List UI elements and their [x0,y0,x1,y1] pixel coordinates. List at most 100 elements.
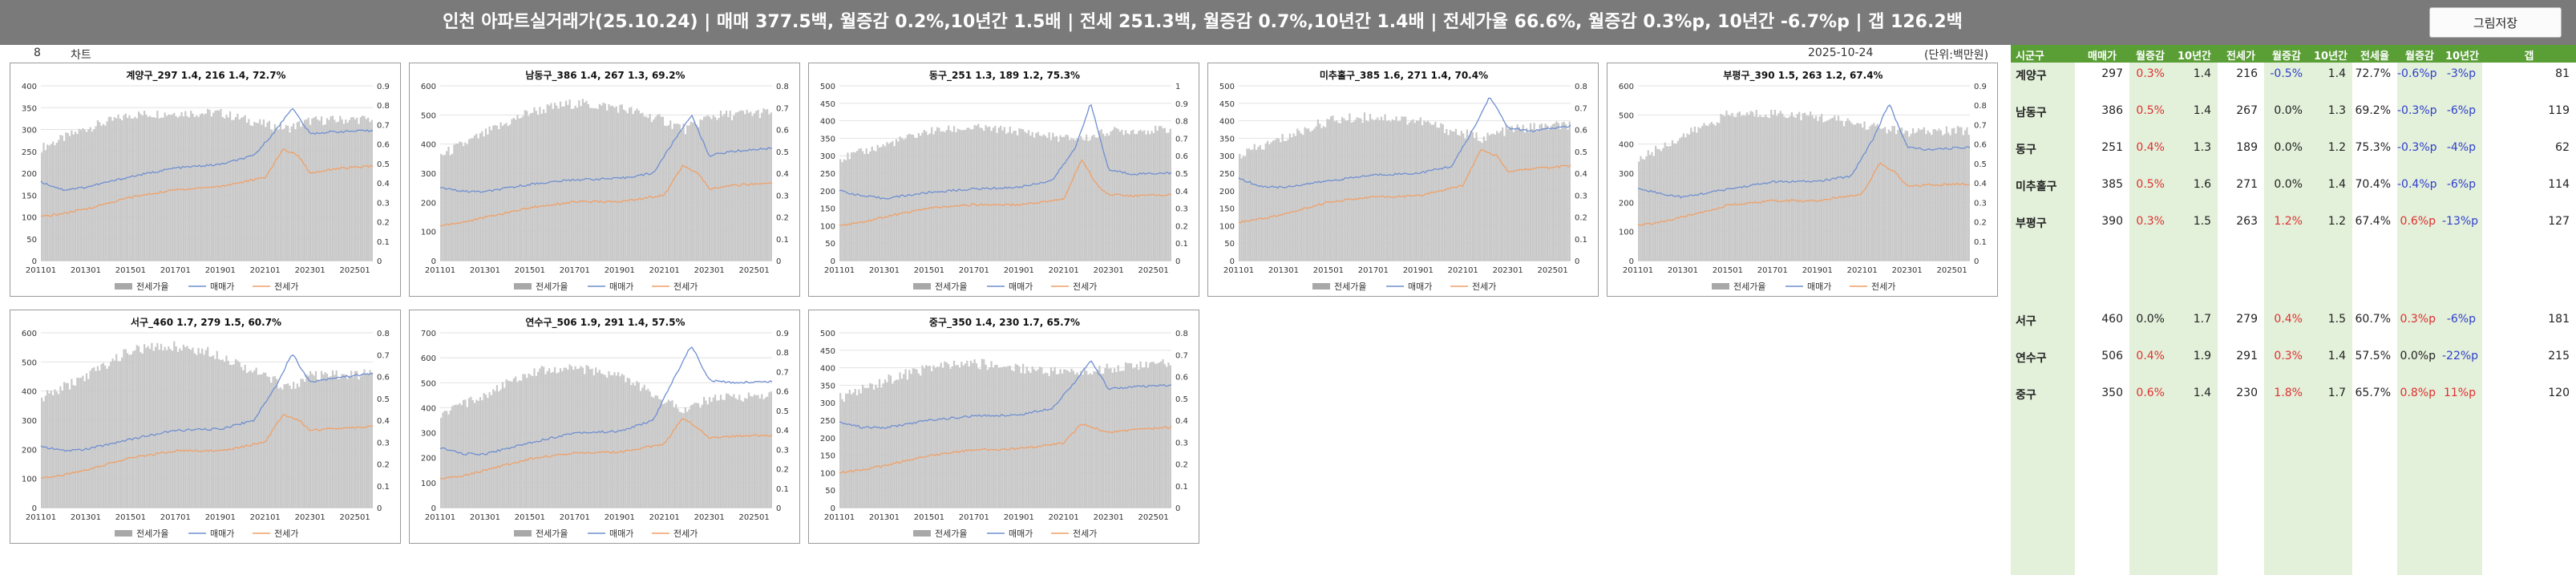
ratio-bar [526,378,528,508]
y2-tick-label: 0.4 [1175,417,1188,426]
ratio-bar [1863,121,1866,261]
ratio-bar [552,108,554,261]
ratio-bar [1041,366,1043,508]
ratio-bar [1966,127,1968,261]
ratio-bar [488,392,491,508]
y2-tick-label: 0.3 [776,192,789,200]
table-column-bg [2442,63,2482,575]
ratio-bar [757,395,759,508]
ratio-bar [914,137,916,261]
ratio-bar [1899,128,1901,261]
ratio-bar [1330,115,1332,261]
y2-tick-label: 0.7 [377,351,390,360]
ratio-bar [1402,116,1405,261]
ratio-bar [889,375,892,508]
x-tick-label: 201501 [914,266,944,275]
ratio-bar [93,129,95,261]
ratio-bar [111,120,114,261]
ratio-bar [207,108,209,261]
y-tick-label: 400 [820,118,835,127]
ratio-bar [74,385,77,508]
table-cell: 62 [2555,141,2570,154]
ratio-bar [951,366,953,508]
ratio-bar [1759,115,1761,261]
ratio-bar [449,410,451,508]
ratio-bar [1533,123,1535,261]
ratio-bar [352,116,354,261]
ratio-bar [1128,134,1130,261]
ratio-bar [681,130,683,261]
table-row: 동구 251 0.4% 1.3 189 0.0% 1.2 75.3% -0.3%p -4%p 62 [2011,141,2576,157]
ratio-bar [54,145,56,261]
ratio-bar [1134,134,1136,261]
ratio-bar [124,349,127,508]
ratio-bar [1166,366,1168,508]
ratio-bar [855,395,859,508]
ratio-bar [1110,368,1112,508]
ratio-bar [865,148,867,261]
y2-tick-label: 0.6 [1175,374,1188,383]
x-tick-label: 201701 [1757,266,1788,275]
ratio-bar [154,118,157,261]
save-image-button[interactable]: 그림저장 [2429,7,2562,38]
y2-tick-label: 0.1 [377,238,390,247]
ratio-bar [68,136,71,261]
chart-title: 부평구_390 1.5, 263 1.2, 67.4% [1723,70,1882,82]
ratio-bar [228,111,232,261]
table-cell: -13%p [2442,215,2479,228]
ratio-bar [175,115,177,261]
y-tick-label: 100 [1619,229,1634,237]
ratio-bar [186,346,188,508]
ratio-bar [326,374,329,508]
x-tick-label: 202101 [1847,266,1878,275]
ratio-bar [966,128,969,261]
ratio-bar [231,365,233,508]
ratio-bar [917,132,920,261]
table-cell: 506 [2101,350,2123,362]
ratio-bar [1155,363,1157,508]
ratio-bar [858,389,860,508]
ratio-bar [1405,116,1407,261]
ratio-bar [1087,375,1090,508]
ratio-bar [487,134,489,261]
table-column-bg [2397,63,2442,575]
ratio-bar [277,129,280,261]
y2-tick-label: 0.2 [776,214,789,223]
ratio-bar [268,377,271,508]
ratio-bar [958,367,961,508]
legend-ratio-label: 전세가율 [536,528,568,539]
table-cell: 67.4% [2355,215,2391,228]
y2-tick-label: 1 [1175,83,1180,91]
ratio-bar [606,378,609,508]
ratio-bar [1921,129,1923,261]
ratio-bar [654,116,657,261]
y2-tick-label: 0.7 [776,104,789,113]
ratio-bar [265,372,267,508]
ratio-bar [339,115,342,261]
ratio-bar [320,371,323,508]
sale-price-line [439,346,773,456]
ratio-bar [238,362,241,508]
ratio-bar [1382,119,1385,261]
ratio-bar [1839,120,1842,261]
page-title: 인천 아파트실거래가(25.10.24) | 매매 377.5백, 월증감 0.… [443,12,1963,32]
legend-ratio-swatch [514,283,532,290]
ratio-bar [1906,131,1909,261]
ratio-bar [755,395,758,508]
ratio-bar [1520,129,1523,261]
ratio-bar [906,135,908,261]
ratio-bar [880,387,883,508]
ratio-bar [602,102,605,261]
ratio-bar [1162,128,1164,261]
x-tick-label: 201701 [959,266,989,275]
ratio-bar [1078,375,1080,508]
ratio-bar [1798,111,1801,261]
table-column-bg [2129,63,2171,575]
table-cell: 1.4 [2327,350,2346,362]
x-tick-label: 202101 [1448,266,1478,275]
ratio-bar [989,126,991,261]
ratio-bar [1308,128,1310,261]
ratio-bar [895,139,898,261]
ratio-bar [986,127,989,261]
ratio-bar [1246,148,1248,261]
